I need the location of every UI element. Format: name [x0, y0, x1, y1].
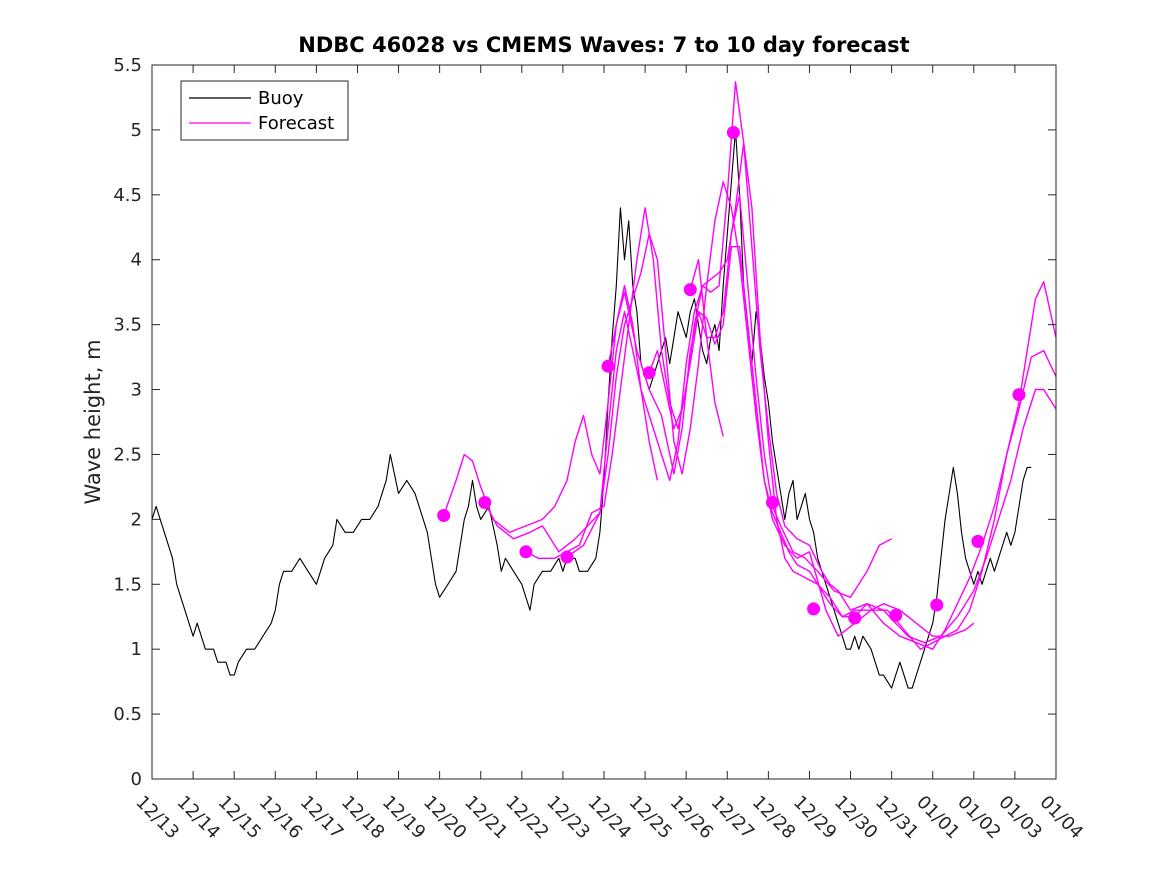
forecast-marker-9 [807, 602, 821, 616]
x-tick-label: 12/17 [296, 792, 348, 844]
marker-layer [437, 126, 1026, 625]
forecast-series-line-7 [689, 259, 724, 437]
legend: Buoy Forecast [180, 80, 349, 141]
x-tick-label: 12/18 [337, 792, 389, 844]
forecast-marker-5 [642, 366, 656, 380]
x-tick-label: 01/04 [1035, 792, 1087, 844]
x-tick-label: 01/01 [912, 792, 964, 844]
forecast-series-line-3 [525, 142, 1057, 644]
x-tick-label: 12/20 [419, 792, 471, 844]
y-tick-label: 0.5 [113, 704, 142, 725]
forecast-marker-3 [560, 550, 574, 564]
x-tick-label: 12/24 [583, 792, 635, 844]
forecast-series-line-5 [607, 246, 1057, 650]
y-tick-label: 5 [131, 120, 142, 141]
x-tick-label: 12/15 [214, 792, 266, 844]
forecast-marker-2 [519, 545, 533, 559]
y-tick-label: 0 [131, 769, 142, 790]
plot-background [152, 65, 1056, 779]
forecast-marker-7 [726, 126, 740, 139]
plot-area [152, 65, 1056, 779]
x-tick-label: 12/21 [460, 792, 512, 844]
x-tick-label: 12/22 [501, 792, 553, 844]
forecast-marker-0 [437, 509, 451, 522]
x-tick-label: 12/16 [255, 792, 307, 844]
forecast-marker-6 [683, 283, 697, 297]
forecast-marker-14 [1012, 388, 1026, 402]
series-layer [151, 81, 1057, 689]
y-tick-label: 1 [131, 639, 142, 660]
forecast-series-line-6 [648, 194, 892, 598]
x-tick-label: 12/29 [789, 792, 841, 844]
forecast-marker-13 [971, 534, 985, 548]
y-axis-label: Wave height, m [81, 339, 105, 504]
forecast-series-line-1 [443, 285, 659, 533]
x-tick-label: 12/13 [131, 792, 183, 844]
forecast-marker-8 [766, 496, 779, 509]
x-tick-label: 12/30 [830, 792, 882, 844]
y-tick-label: 3 [131, 380, 142, 401]
x-tick-label: 12/25 [625, 792, 677, 844]
y-tick-label: 5.5 [113, 55, 142, 76]
x-tick-label: 12/23 [542, 792, 594, 844]
x-tick-label: 12/28 [748, 792, 800, 844]
legend-forecast-label: Forecast [258, 113, 334, 134]
legend-buoy-label: Buoy [258, 88, 304, 109]
y-tick-label: 2 [131, 509, 142, 530]
y-tick-label: 1.5 [113, 574, 142, 595]
x-tick-label: 01/03 [994, 792, 1046, 844]
chart-title: NDBC 46028 vs CMEMS Waves: 7 to 10 day f… [298, 33, 909, 57]
x-tick-label: 12/26 [666, 792, 718, 844]
forecast-marker-1 [478, 496, 492, 509]
x-tick-label: 12/27 [707, 792, 759, 844]
forecast-marker-11 [889, 608, 903, 622]
forecast-marker-12 [930, 598, 944, 612]
forecast-series-line-2 [484, 181, 975, 637]
y-tick-label: 4 [131, 250, 142, 271]
legend-box [180, 80, 349, 141]
x-tick-label: 12/19 [378, 792, 430, 844]
buoy-series-line [151, 129, 1032, 689]
forecast-series-line-4 [566, 81, 1057, 650]
x-tick-label: 01/02 [953, 792, 1005, 844]
forecast-marker-10 [848, 611, 862, 625]
x-tick-label: 12/14 [173, 792, 225, 844]
x-tick-label: 12/31 [871, 792, 923, 844]
y-tick-label: 3.5 [113, 315, 142, 336]
y-tick-label: 4.5 [113, 185, 142, 206]
y-tick-label: 2.5 [113, 444, 142, 465]
forecast-marker-4 [601, 359, 615, 373]
